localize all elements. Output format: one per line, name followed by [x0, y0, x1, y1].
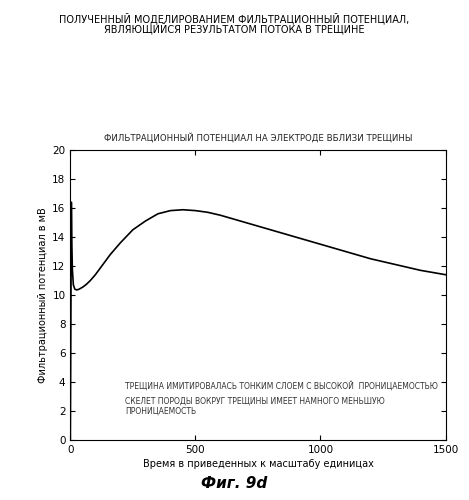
Text: ЯВЛЯЮЩИЙСЯ РЕЗУЛЬТАТОМ ПОТОКА В ТРЕЩИНЕ: ЯВЛЯЮЩИЙСЯ РЕЗУЛЬТАТОМ ПОТОКА В ТРЕЩИНЕ	[104, 22, 365, 34]
Y-axis label: Фильтрационный потенциал в мВ: Фильтрационный потенциал в мВ	[38, 207, 48, 383]
Text: СКЕЛЕТ ПОРОДЫ ВОКРУГ ТРЕЩИНЫ ИМЕЕТ НАМНОГО МЕНЬШУЮ
ПРОНИЦАЕМОСТЬ: СКЕЛЕТ ПОРОДЫ ВОКРУГ ТРЕЩИНЫ ИМЕЕТ НАМНО…	[125, 396, 385, 416]
Text: ФИЛЬТРАЦИОННЫЙ ПОТЕНЦИАЛ НА ЭЛЕКТРОДЕ ВБЛИЗИ ТРЕЩИНЫ: ФИЛЬТРАЦИОННЫЙ ПОТЕНЦИАЛ НА ЭЛЕКТРОДЕ ВБ…	[104, 132, 412, 142]
Text: Фиг. 9d: Фиг. 9d	[201, 476, 268, 491]
Text: ТРЕЩИНА ИМИТИРОВАЛАСЬ ТОНКИМ СЛОЕМ С ВЫСОКОЙ  ПРОНИЦАЕМОСТЬЮ: ТРЕЩИНА ИМИТИРОВАЛАСЬ ТОНКИМ СЛОЕМ С ВЫС…	[125, 380, 438, 390]
X-axis label: Время в приведенных к масштабу единицах: Время в приведенных к масштабу единицах	[143, 459, 373, 469]
Text: ПОЛУЧЕННЫЙ МОДЕЛИРОВАНИЕМ ФИЛЬТРАЦИОННЫЙ ПОТЕНЦИАЛ,: ПОЛУЧЕННЫЙ МОДЕЛИРОВАНИЕМ ФИЛЬТРАЦИОННЫЙ…	[60, 12, 409, 24]
